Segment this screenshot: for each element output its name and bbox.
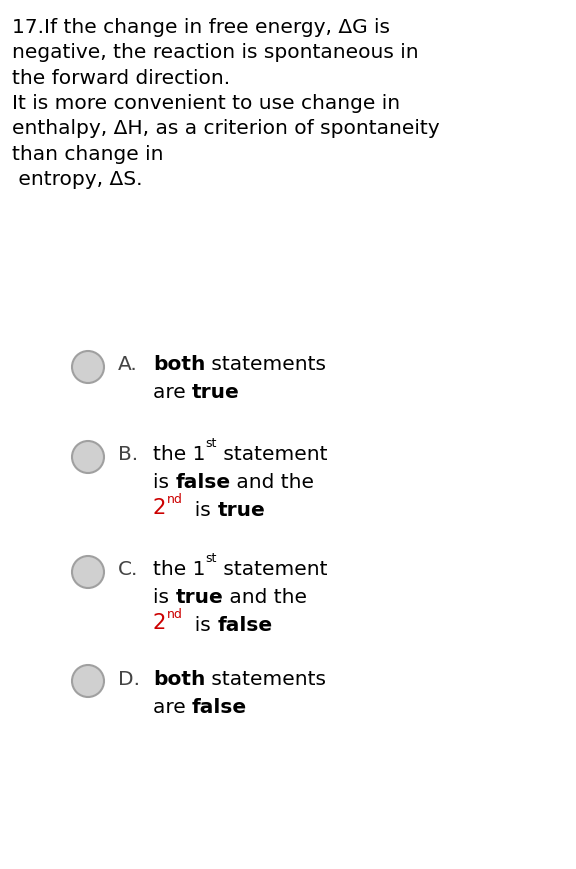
Text: and the: and the: [223, 587, 307, 607]
Text: both: both: [153, 355, 206, 374]
Text: are: are: [153, 697, 192, 716]
Text: is: is: [182, 615, 217, 634]
Text: is: is: [182, 501, 217, 520]
Text: nd: nd: [166, 607, 182, 620]
Text: true: true: [217, 501, 265, 520]
Text: A.: A.: [118, 355, 138, 374]
Text: B.: B.: [118, 444, 138, 463]
Text: statement: statement: [217, 444, 327, 463]
Text: statements: statements: [206, 669, 327, 688]
Text: are: are: [153, 382, 192, 401]
Text: false: false: [217, 615, 272, 634]
Text: true: true: [175, 587, 223, 607]
Text: st: st: [206, 551, 217, 564]
Text: is: is: [153, 587, 175, 607]
Text: the 1: the 1: [153, 444, 206, 463]
Text: is: is: [153, 473, 175, 492]
Text: 2: 2: [153, 613, 166, 633]
Text: 2: 2: [153, 497, 166, 517]
Text: statements: statements: [206, 355, 327, 374]
Text: 17.If the change in free energy, ΔG is
negative, the reaction is spontaneous in
: 17.If the change in free energy, ΔG is n…: [12, 18, 439, 189]
Text: statement: statement: [217, 560, 327, 579]
Text: and the: and the: [230, 473, 314, 492]
Text: false: false: [192, 697, 247, 716]
Text: st: st: [206, 436, 217, 449]
Text: D.: D.: [118, 669, 140, 688]
Text: both: both: [153, 669, 206, 688]
Text: C.: C.: [118, 560, 138, 579]
Text: true: true: [192, 382, 240, 401]
Text: nd: nd: [166, 493, 182, 506]
Text: false: false: [175, 473, 230, 492]
Text: the 1: the 1: [153, 560, 206, 579]
